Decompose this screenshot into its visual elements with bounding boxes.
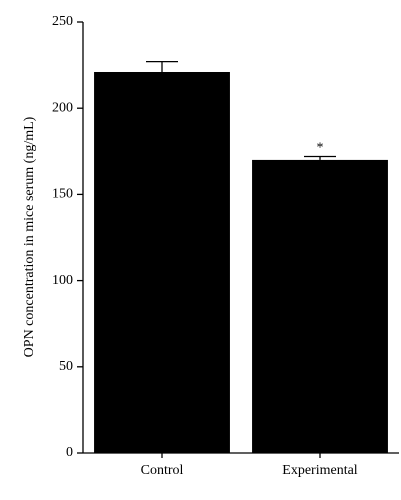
bar — [252, 159, 388, 454]
y-axis-label: OPN concentration in mice serum (ng/mL) — [22, 116, 37, 357]
y-tick-label: 0 — [66, 445, 73, 460]
y-tick-label: 100 — [52, 273, 73, 288]
x-tick-label: Experimental — [282, 463, 358, 478]
bar — [94, 71, 230, 453]
x-tick-label: Control — [141, 463, 184, 478]
y-tick-label: 50 — [59, 359, 73, 374]
y-tick-label: 250 — [52, 14, 73, 29]
y-tick-label: 150 — [52, 187, 73, 202]
annotation: * — [317, 141, 324, 156]
y-tick-label: 200 — [52, 100, 73, 115]
